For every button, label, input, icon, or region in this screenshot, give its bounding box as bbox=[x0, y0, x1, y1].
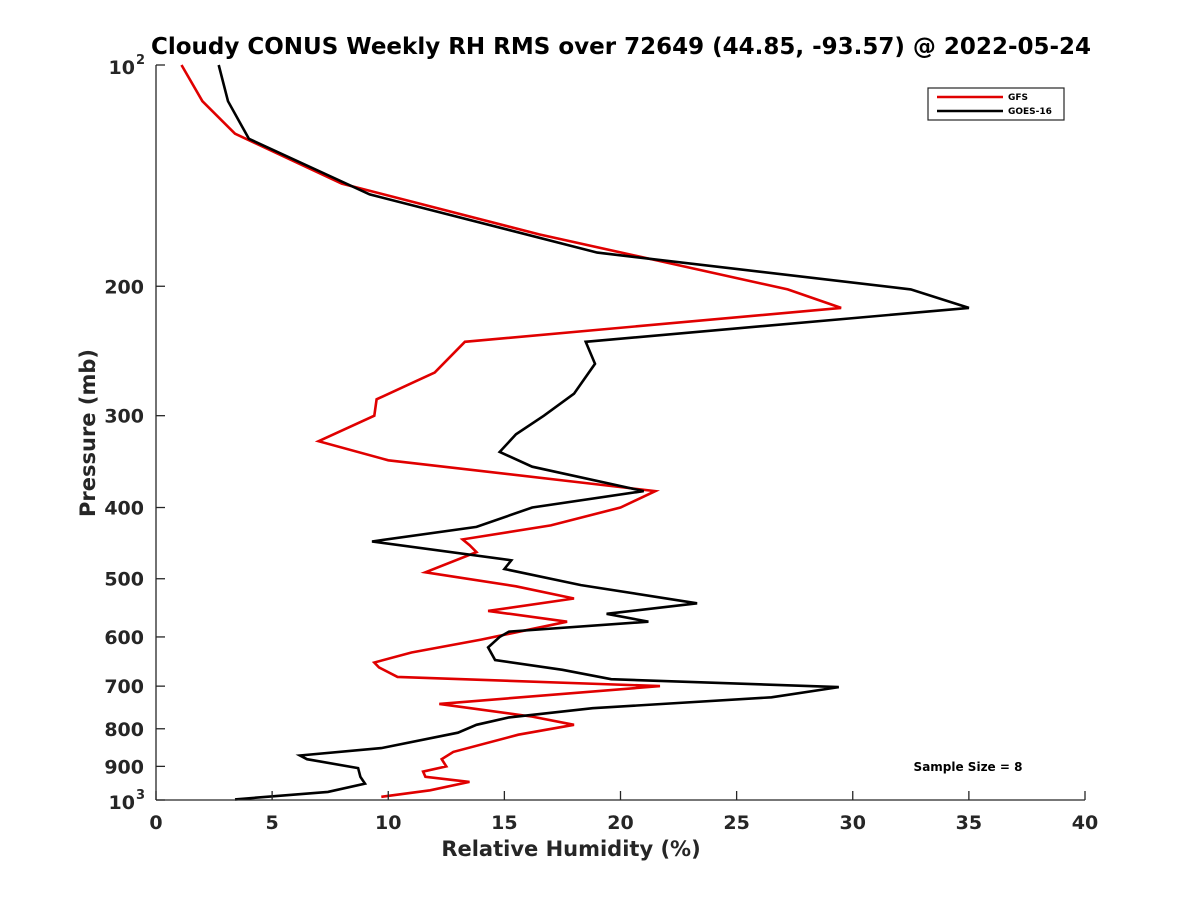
y-tick-label: 500 bbox=[104, 569, 144, 591]
x-tick-label: 5 bbox=[266, 812, 279, 834]
y-tick-exponent: 2 bbox=[136, 53, 145, 68]
sample-size-annotation: Sample Size = 8 bbox=[914, 760, 1023, 774]
y-tick-label: 600 bbox=[104, 627, 144, 649]
legend-label-goes16: GOES-16 bbox=[1008, 107, 1052, 117]
y-tick-label: 400 bbox=[104, 498, 144, 520]
x-tick-label: 15 bbox=[491, 812, 517, 834]
chart-title: Cloudy CONUS Weekly RH RMS over 72649 (4… bbox=[151, 34, 1091, 60]
x-axis-label: Relative Humidity (%) bbox=[441, 837, 700, 861]
y-tick-label: 900 bbox=[104, 756, 144, 778]
y-tick-label: 10 bbox=[109, 792, 135, 814]
x-tick-label: 35 bbox=[956, 812, 982, 834]
x-tick-label: 0 bbox=[149, 812, 162, 834]
y-axis-label: Pressure (mb) bbox=[76, 349, 100, 517]
x-tick-label: 25 bbox=[723, 812, 749, 834]
legend-label-gfs: GFS bbox=[1008, 93, 1028, 103]
x-tick-label: 10 bbox=[375, 812, 401, 834]
series-line-goes16 bbox=[217, 64, 970, 801]
series-layer bbox=[180, 64, 970, 801]
y-tick-exponent: 3 bbox=[136, 788, 145, 803]
y-tick-label: 800 bbox=[104, 719, 144, 741]
x-tick-label: 40 bbox=[1072, 812, 1098, 834]
y-tick-label: 200 bbox=[104, 276, 144, 298]
x-tick-label: 20 bbox=[607, 812, 633, 834]
legend-box bbox=[927, 87, 1065, 121]
legend: GFS GOES-16 bbox=[927, 87, 1065, 121]
y-tick-label: 700 bbox=[104, 676, 144, 698]
series-line-gfs bbox=[180, 64, 842, 799]
y-tick-label: 300 bbox=[104, 406, 144, 428]
x-tick-label: 30 bbox=[840, 812, 866, 834]
y-tick-label: 10 bbox=[109, 57, 135, 79]
